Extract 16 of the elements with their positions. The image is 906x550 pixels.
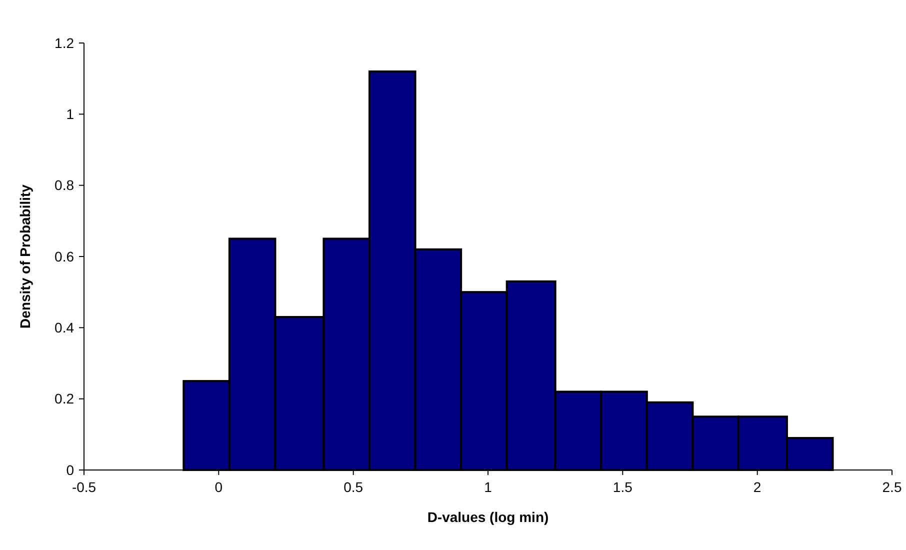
y-tick-label: 0.2 (54, 390, 74, 407)
x-tick-label: 0 (214, 479, 223, 495)
x-tick-label: -0.5 (72, 479, 96, 495)
y-axis-title: Density of Probability (17, 184, 33, 328)
y-tick-label: 1 (66, 106, 74, 122)
y-tick-label: 1.2 (54, 34, 74, 51)
x-tick-label: 2.5 (882, 479, 902, 495)
x-tick-label: 1 (484, 479, 492, 495)
y-tick-label: 0.4 (54, 320, 74, 336)
y-tick-label: 0.8 (54, 177, 74, 194)
y-tick-label: 0 (66, 462, 74, 478)
x-tick-label: 1.5 (612, 479, 633, 495)
x-axis-title: D-values (log min) (427, 509, 549, 525)
x-tick-label: 0.5 (344, 479, 364, 495)
y-tick-label: 0.6 (54, 248, 74, 264)
x-tick-label: 2 (753, 479, 762, 495)
